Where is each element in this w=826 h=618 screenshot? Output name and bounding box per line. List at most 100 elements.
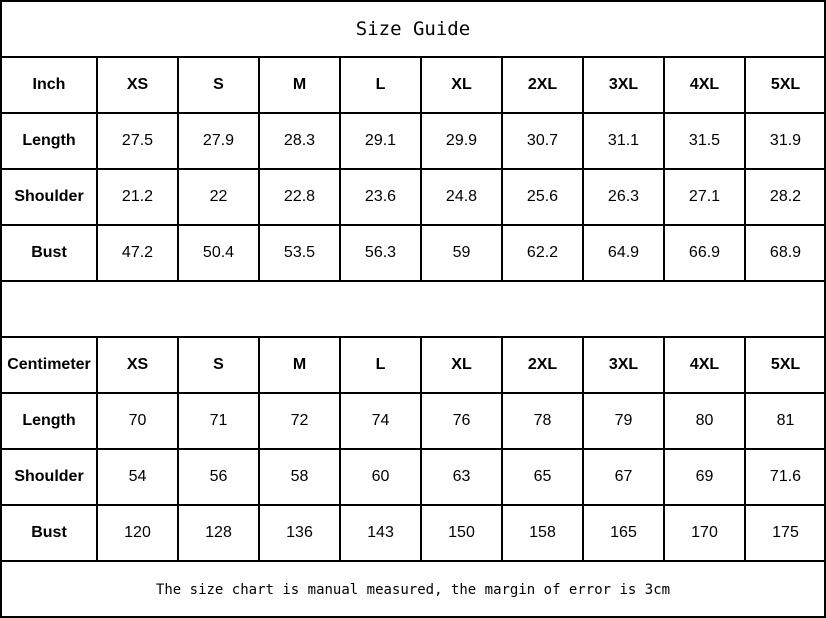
- measurement-cell: 79: [614, 412, 633, 429]
- measurement-cell: 68.9: [769, 244, 802, 261]
- measurement-cell: 120: [124, 524, 151, 541]
- grid-line: [0, 0, 826, 2]
- measurement-cell: 27.1: [688, 188, 721, 205]
- grid-line: [0, 616, 826, 618]
- measurement-cell: 128: [205, 524, 232, 541]
- grid-line: [0, 168, 826, 170]
- measurement-cell: 22.8: [283, 188, 316, 205]
- unit-header: Centimeter: [7, 356, 91, 373]
- measurement-cell: 170: [691, 524, 718, 541]
- measurement-cell: 21.2: [121, 188, 154, 205]
- measurement-cell: 25.6: [526, 188, 559, 205]
- measurement-cell: 69: [695, 468, 714, 485]
- measurement-cell: 31.5: [688, 132, 721, 149]
- measurement-cell: 56.3: [364, 244, 397, 261]
- size-header: XS: [126, 356, 149, 373]
- size-header: L: [375, 76, 386, 93]
- row-label: Length: [22, 132, 76, 149]
- measurement-cell: 65: [533, 468, 552, 485]
- measurement-cell: 80: [695, 412, 714, 429]
- measurement-cell: 74: [371, 412, 390, 429]
- grid-line: [0, 56, 826, 58]
- size-header: L: [375, 356, 386, 373]
- size-header: M: [292, 356, 307, 373]
- size-header: XS: [126, 76, 149, 93]
- measurement-cell: 165: [610, 524, 637, 541]
- measurement-cell: 28.2: [769, 188, 802, 205]
- size-header: 4XL: [689, 76, 720, 93]
- grid-line: [582, 56, 584, 280]
- grid-line: [824, 0, 826, 618]
- measurement-cell: 29.9: [445, 132, 478, 149]
- measurement-cell: 76: [452, 412, 471, 429]
- grid-line: [339, 56, 341, 280]
- measurement-cell: 59: [452, 244, 471, 261]
- measurement-cell: 158: [529, 524, 556, 541]
- grid-line: [96, 56, 98, 280]
- measurement-cell: 71.6: [769, 468, 802, 485]
- grid-line: [177, 336, 179, 560]
- size-header: S: [213, 356, 224, 373]
- size-header: 4XL: [689, 356, 720, 373]
- size-header: XL: [451, 356, 472, 373]
- page-title: Size Guide: [355, 18, 471, 40]
- row-label: Bust: [31, 244, 67, 261]
- measurement-cell: 23.6: [364, 188, 397, 205]
- measurement-cell: 78: [533, 412, 552, 429]
- grid-line: [0, 0, 2, 618]
- measurement-cell: 31.1: [607, 132, 640, 149]
- measurement-cell: 31.9: [769, 132, 802, 149]
- unit-header: Inch: [32, 76, 66, 93]
- measurement-cell: 63: [452, 468, 471, 485]
- measurement-cell: 29.1: [364, 132, 397, 149]
- grid-line: [744, 56, 746, 280]
- grid-line: [96, 336, 98, 560]
- measurement-cell: 72: [290, 412, 309, 429]
- grid-line: [0, 448, 826, 450]
- measurement-cell: 64.9: [607, 244, 640, 261]
- measurement-cell: 56: [209, 468, 228, 485]
- grid-line: [0, 224, 826, 226]
- footer-note: The size chart is manual measured, the m…: [155, 581, 671, 598]
- measurement-cell: 50.4: [202, 244, 235, 261]
- measurement-cell: 62.2: [526, 244, 559, 261]
- row-label: Bust: [31, 524, 67, 541]
- grid-line: [420, 56, 422, 280]
- row-label: Shoulder: [14, 468, 84, 485]
- measurement-cell: 143: [367, 524, 394, 541]
- measurement-cell: 53.5: [283, 244, 316, 261]
- size-header: 2XL: [527, 356, 558, 373]
- measurement-cell: 67: [614, 468, 633, 485]
- measurement-cell: 150: [448, 524, 475, 541]
- grid-line: [420, 336, 422, 560]
- grid-line: [339, 336, 341, 560]
- measurement-cell: 175: [772, 524, 799, 541]
- size-header: 3XL: [608, 76, 639, 93]
- measurement-cell: 28.3: [283, 132, 316, 149]
- grid-line: [501, 336, 503, 560]
- measurement-cell: 26.3: [607, 188, 640, 205]
- measurement-cell: 27.5: [121, 132, 154, 149]
- grid-line: [0, 504, 826, 506]
- grid-line: [0, 336, 826, 338]
- measurement-cell: 27.9: [202, 132, 235, 149]
- row-label: Length: [22, 412, 76, 429]
- grid-line: [0, 280, 826, 282]
- measurement-cell: 58: [290, 468, 309, 485]
- grid-line: [744, 336, 746, 560]
- size-header: XL: [451, 76, 472, 93]
- grid-line: [582, 336, 584, 560]
- measurement-cell: 47.2: [121, 244, 154, 261]
- measurement-cell: 60: [371, 468, 390, 485]
- grid-line: [663, 56, 665, 280]
- measurement-cell: 136: [286, 524, 313, 541]
- grid-line: [258, 336, 260, 560]
- measurement-cell: 24.8: [445, 188, 478, 205]
- size-header: 2XL: [527, 76, 558, 93]
- size-header: S: [213, 76, 224, 93]
- measurement-cell: 81: [776, 412, 795, 429]
- grid-line: [501, 56, 503, 280]
- size-header: M: [292, 76, 307, 93]
- measurement-cell: 22: [209, 188, 228, 205]
